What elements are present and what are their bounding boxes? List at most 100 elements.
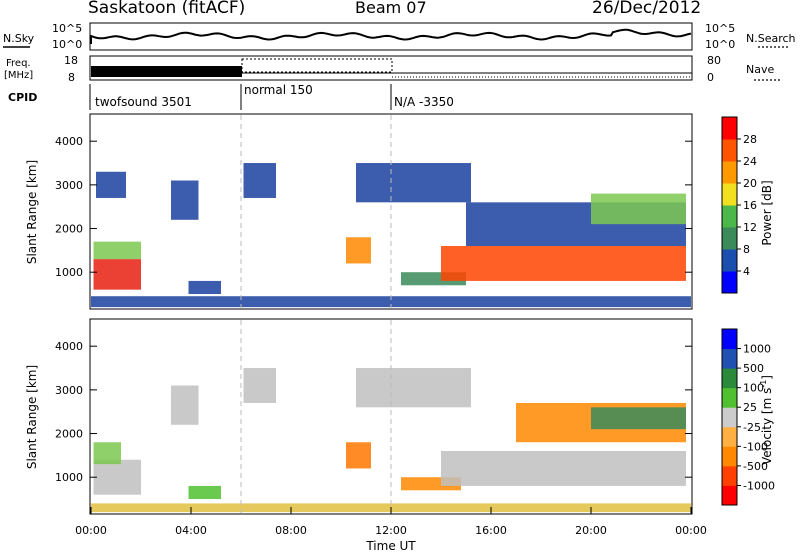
- colorbar-tick-label-3: 16: [743, 199, 757, 212]
- scatter-region-0: [93, 259, 141, 290]
- velocity-colorbar-label-end: ]: [760, 375, 774, 380]
- noise-left-tick-top: 10^5: [52, 22, 82, 35]
- colorbar-swatch-2: [722, 446, 737, 467]
- colorbar-swatch-2: [722, 227, 737, 250]
- power-panel: 1000 2000 3000 4000 Slant Range [km] 28 24 20…: [25, 113, 774, 310]
- freq-right-tick-bottom: 0: [707, 71, 714, 84]
- x-tick-label-1: 04:00: [175, 524, 207, 537]
- colorbar-tick-label-1: 500: [743, 362, 764, 375]
- cpid-row: CPID twofsound 3501 normal 150 N/A -3350: [8, 83, 454, 110]
- colorbar-tick-label-2: 100: [743, 382, 764, 395]
- noise-sky-trace: [90, 28, 692, 44]
- colorbar-swatch-7: [722, 117, 737, 140]
- colorbar-tick-label-0: 1000: [743, 343, 771, 356]
- colorbar-tick-label-7: -1000: [743, 479, 775, 492]
- scatter-region-6: [356, 368, 471, 408]
- velocity-colorbar-label-sup: -1: [759, 380, 768, 388]
- beam-title: Beam 07: [355, 0, 427, 17]
- colorbar-swatch-7: [722, 348, 737, 369]
- scatter-region-5: [243, 163, 276, 198]
- colorbar-tick-label-6: -500: [743, 460, 768, 473]
- y-tick-label-3: 4000: [55, 340, 83, 353]
- freq-left-label-2: [MHz]: [4, 70, 33, 81]
- colorbar-swatch-8: [722, 329, 737, 350]
- colorbar-swatch-5: [722, 161, 737, 184]
- colorbar-swatch-5: [722, 387, 737, 408]
- frequency-panel: Freq. [MHz] 18 8 80 0 Nave: [4, 54, 780, 84]
- colorbar-tick-label-5: 8: [743, 243, 750, 256]
- noise-right-label: N.Search: [746, 32, 796, 45]
- colorbar-swatch-3: [722, 426, 737, 447]
- colorbar-tick-label-2: 20: [743, 177, 757, 190]
- y-tick-label-0: 1000: [55, 471, 83, 484]
- velocity-ylabel: Slant Range [km]: [25, 365, 39, 469]
- colorbar-swatch-1: [722, 465, 737, 486]
- y-tick-label-1: 2000: [55, 223, 83, 236]
- colorbar-swatch-1: [722, 249, 737, 272]
- scatter-region-3: [171, 180, 199, 220]
- power-ylabel: Slant Range [km]: [25, 160, 39, 264]
- scatter-region-7: [356, 163, 471, 203]
- cpid-segment-2: normal 150: [244, 83, 313, 97]
- cpid-segment-1: twofsound 3501: [95, 95, 192, 109]
- scatter-region-2: [171, 385, 199, 425]
- noise-panel: N.Sky 10^5 10^0 10^5 10^0 N.Search: [3, 22, 796, 51]
- power-colorbar-label: Power [dB]: [760, 180, 774, 245]
- scatter-region-0: [93, 459, 141, 495]
- colorbar-tick-label-6: 4: [743, 265, 750, 278]
- y-tick-label-3: 4000: [55, 135, 83, 148]
- velocity-colorbar-label: Velocity [m s-1]: [759, 375, 774, 465]
- colorbar-swatch-0: [722, 485, 737, 506]
- colorbar-tick-label-3: 25: [743, 401, 757, 414]
- cpid-segment-3: N/A -3350: [394, 95, 454, 109]
- time-xlabel: Time UT: [365, 539, 416, 553]
- frequency-band-block: [91, 66, 242, 77]
- scatter-region-5: [346, 442, 371, 469]
- date-title: 26/Dec/2012: [592, 0, 701, 18]
- scatter-region-4: [243, 368, 276, 403]
- colorbar-tick-label-5: -100: [743, 440, 768, 453]
- scatter-region-1: [93, 442, 121, 465]
- scatter-region-12: [91, 296, 691, 308]
- scatter-region-11: [591, 193, 686, 225]
- scatter-region-8: [441, 450, 686, 486]
- colorbar-tick-label-4: -25: [743, 421, 761, 434]
- freq-right-tick-top: 80: [707, 54, 721, 67]
- freq-left-tick-top: 18: [64, 54, 78, 67]
- colorbar-swatch-6: [722, 139, 737, 162]
- nave-dotted-box: [241, 58, 393, 73]
- colorbar-swatch-4: [722, 183, 737, 206]
- scatter-region-10: [591, 407, 686, 430]
- y-tick-label-1: 2000: [55, 428, 83, 441]
- y-tick-label-2: 3000: [55, 179, 83, 192]
- x-tick-label-5: 20:00: [575, 524, 607, 537]
- colorbar-swatch-6: [722, 368, 737, 389]
- colorbar-tick-label-1: 24: [743, 155, 757, 168]
- y-tick-label-0: 1000: [55, 266, 83, 279]
- nave-label: Nave: [746, 63, 774, 76]
- x-tick-label-2: 08:00: [275, 524, 307, 537]
- station-title: Saskatoon (fitACF): [88, 0, 245, 18]
- velocity-panel: 1000 2000 3000 4000 00:00 04:00 08:00 12:00 16:…: [25, 318, 775, 553]
- velocity-colorbar-label-main: Velocity [m s: [760, 388, 774, 465]
- noise-left-label: N.Sky: [3, 32, 35, 45]
- scatter-region-4: [188, 280, 221, 295]
- freq-left-tick-bottom: 8: [68, 71, 75, 84]
- scatter-region-9: [441, 245, 686, 281]
- scatter-region-3: [188, 485, 221, 500]
- scatter-region-6: [346, 237, 371, 264]
- colorbar-swatch-4: [722, 407, 737, 428]
- x-tick-label-6: 00:00: [675, 524, 707, 537]
- noise-left-tick-bottom: 10^0: [52, 38, 82, 51]
- noise-right-tick-top: 10^5: [705, 22, 735, 35]
- freq-left-label-1: Freq.: [6, 58, 31, 69]
- colorbar-frame: [721, 328, 738, 506]
- colorbar-tick-label-0: 28: [743, 133, 757, 146]
- x-tick-label-3: 12:00: [375, 524, 407, 537]
- y-tick-label-2: 3000: [55, 384, 83, 397]
- scatter-region-1: [93, 241, 141, 260]
- power-colorbar: 28 24 20 16 12 8 4: [721, 116, 757, 294]
- colorbar-swatch-0: [722, 271, 737, 294]
- colorbar-tick-label-4: 12: [743, 221, 757, 234]
